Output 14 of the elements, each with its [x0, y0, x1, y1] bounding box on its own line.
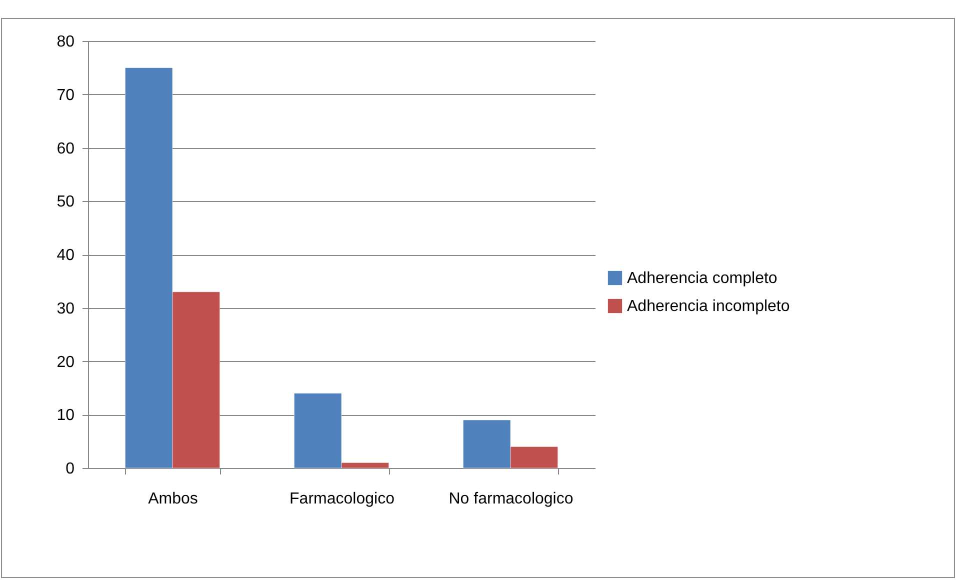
y-tick-label: 70 — [56, 86, 75, 104]
x-tick-label: Ambos — [148, 490, 198, 508]
y-tick-label: 0 — [66, 460, 75, 478]
y-tick-label: 30 — [56, 300, 75, 318]
x-tick-label: Farmacologico — [290, 490, 395, 508]
y-tick-label: 40 — [56, 247, 75, 264]
legend-label: Adherencia incompleto — [627, 298, 790, 315]
y-tick-label: 10 — [56, 407, 75, 424]
y-tick-label: 50 — [56, 194, 75, 211]
legend-label: Adherencia completo — [627, 270, 778, 287]
x-tick-label: No farmacologico — [448, 490, 574, 508]
y-tick-label: 80 — [56, 34, 75, 50]
y-tick-label: 20 — [56, 354, 75, 371]
y-tick-label: 60 — [56, 140, 75, 158]
